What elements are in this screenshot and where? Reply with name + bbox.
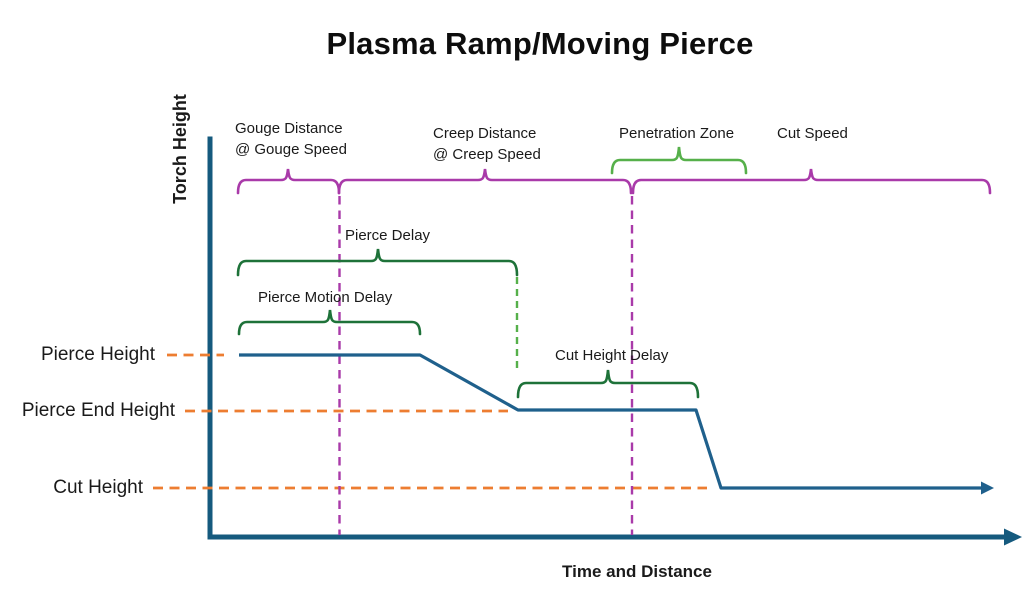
cut-speed-label: Cut Speed <box>777 125 848 142</box>
torch-line-arrow-icon <box>981 481 994 495</box>
penetration-zone-bracket <box>610 146 748 175</box>
creep-distance-bracket <box>337 168 633 195</box>
pierce-delay-label: Pierce Delay <box>345 227 431 244</box>
gouge-distance-bracket <box>236 168 341 195</box>
gouge-distance-label: Gouge Distance @ Gouge Speed <box>235 120 347 158</box>
pierce-end-height-label: Pierce End Height <box>21 400 175 421</box>
pierce-motion-delay-label: Pierce Motion Delay <box>258 289 393 306</box>
cut-height-label: Cut Height <box>53 477 143 498</box>
pierce-motion-delay-bracket <box>237 309 422 336</box>
torch-height-profile-line <box>239 353 983 490</box>
creep-distance-label: Creep Distance @ Creep Speed <box>433 125 541 163</box>
pierce-delay-bracket <box>236 248 519 277</box>
cut-height-delay-label: Cut Height Delay <box>555 347 669 364</box>
pierce-height-label: Pierce Height <box>40 344 155 365</box>
penetration-zone-label: Penetration Zone <box>619 125 735 142</box>
cut-speed-bracket <box>631 168 992 195</box>
diagram-title: Plasma Ramp/Moving Pierce <box>326 26 754 61</box>
x-axis-label: Time and Distance <box>562 562 712 581</box>
x-axis-arrow-icon <box>1004 528 1022 546</box>
cut-height-delay-bracket <box>516 369 700 399</box>
